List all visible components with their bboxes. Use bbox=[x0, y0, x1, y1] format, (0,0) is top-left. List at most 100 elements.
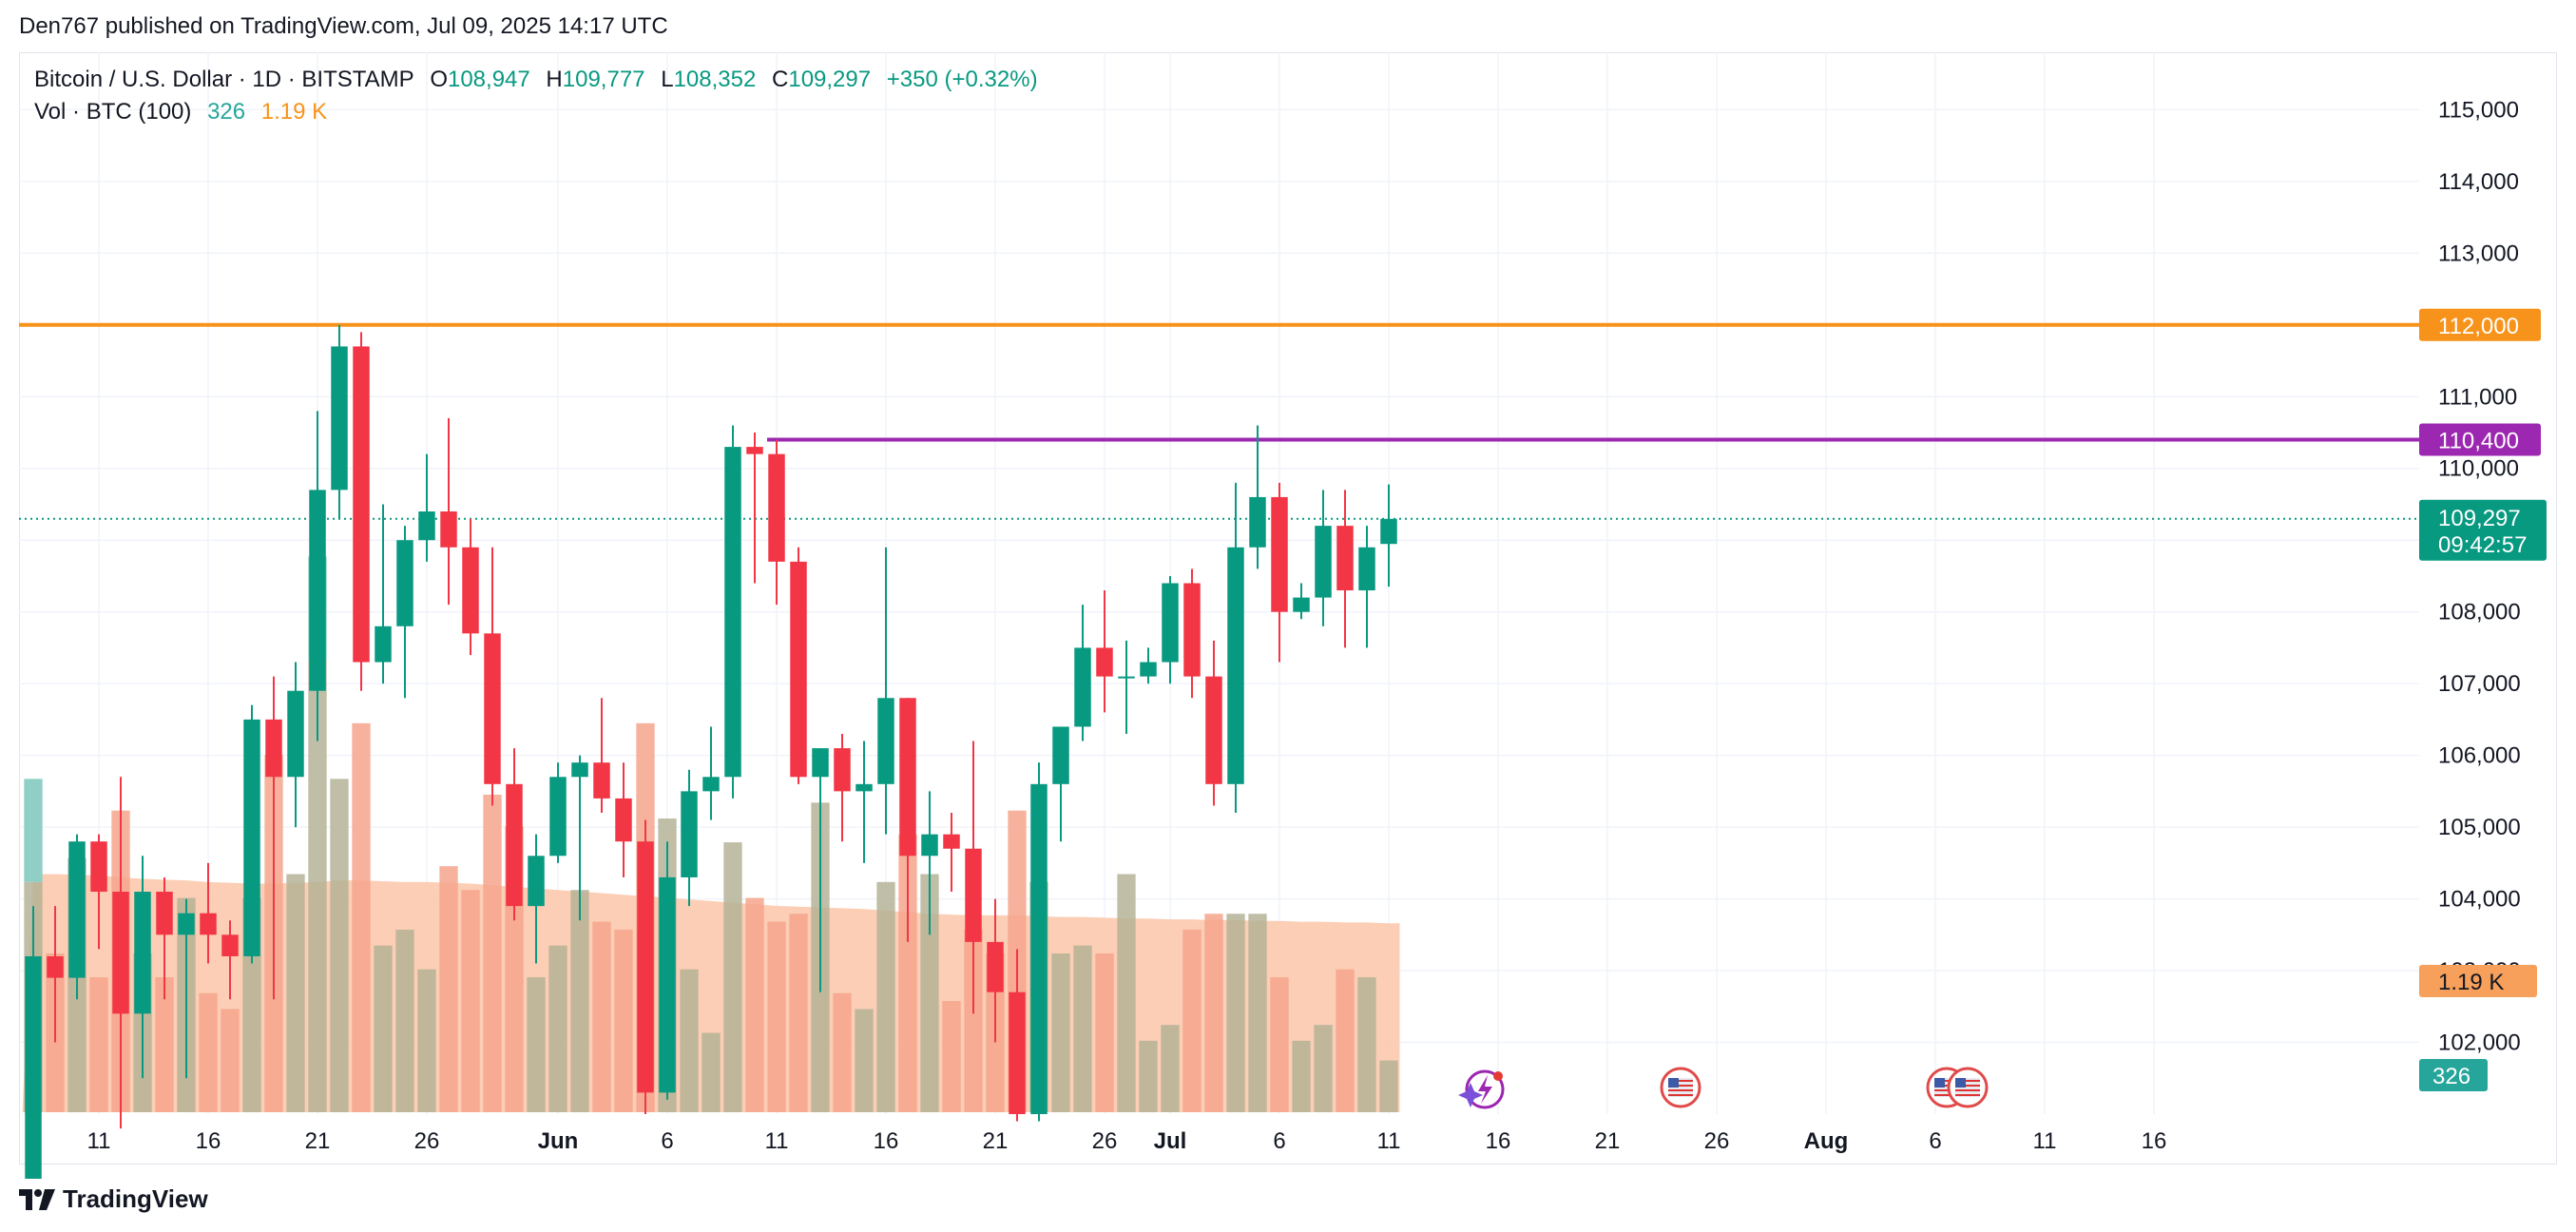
volume-bar bbox=[374, 945, 393, 1112]
symbol-title[interactable]: Bitcoin / U.S. Dollar · 1D · BITSTAMP bbox=[34, 67, 414, 92]
y-tick-label: 106,000 bbox=[2438, 743, 2521, 769]
horizontal-lines bbox=[19, 322, 2419, 520]
volume-title[interactable]: Vol · BTC (100) bbox=[34, 99, 192, 125]
candle-down bbox=[637, 841, 654, 1093]
candle-up bbox=[1118, 676, 1135, 679]
volume-bar bbox=[1095, 953, 1114, 1112]
volume-bar bbox=[548, 945, 567, 1112]
x-tick-label: 16 bbox=[874, 1128, 899, 1154]
candle-down bbox=[506, 783, 523, 907]
x-tick-label: 26 bbox=[1704, 1128, 1730, 1154]
volume-bar bbox=[221, 1009, 240, 1112]
candle-up bbox=[812, 748, 829, 778]
x-tick-label: 11 bbox=[1377, 1128, 1401, 1154]
volume-bar bbox=[1379, 1060, 1398, 1112]
time-axis: 611162126Jun611162126Jul611162126Aug6111… bbox=[87, 1128, 2167, 1154]
x-tick-label: 16 bbox=[2142, 1128, 2167, 1154]
open-label: O bbox=[430, 67, 448, 92]
candle-up bbox=[855, 783, 873, 792]
x-tick-label: 16 bbox=[196, 1128, 221, 1154]
volume-bar-highlight bbox=[24, 779, 43, 882]
volume-bar bbox=[1204, 914, 1223, 1112]
publisher-line: Den767 published on TradingView.com, Jul… bbox=[19, 13, 668, 39]
volume-bar bbox=[855, 1009, 874, 1112]
candle-up bbox=[724, 447, 741, 778]
volume-pane bbox=[22, 556, 1400, 1112]
volume-bar bbox=[592, 921, 611, 1112]
volume-bar bbox=[964, 929, 983, 1112]
volume-bar bbox=[767, 921, 786, 1112]
x-tick-label: 11 bbox=[2033, 1128, 2057, 1154]
candle-up bbox=[68, 841, 86, 978]
sparkle-icon bbox=[1458, 1083, 1483, 1107]
candle-up bbox=[309, 490, 326, 691]
volume-bar bbox=[89, 977, 108, 1112]
candle-down bbox=[90, 841, 107, 893]
candle-up bbox=[396, 540, 413, 626]
candle-down bbox=[112, 892, 129, 1014]
candle-down bbox=[593, 762, 610, 799]
candle-up bbox=[1315, 526, 1332, 598]
volume-bar bbox=[1117, 874, 1136, 1112]
candle-up bbox=[1030, 783, 1048, 1114]
y-tick-label: 102,000 bbox=[2438, 1030, 2521, 1056]
low-value: 108,352 bbox=[673, 67, 757, 92]
x-tick-label: Aug bbox=[1804, 1128, 1849, 1154]
candle-down bbox=[440, 511, 457, 548]
x-tick-label: 21 bbox=[305, 1128, 331, 1154]
last-price-tag bbox=[2419, 499, 2547, 561]
candle-down bbox=[899, 698, 916, 857]
x-tick-label: 26 bbox=[1092, 1128, 1118, 1154]
candle-down bbox=[221, 934, 239, 956]
volume-bar bbox=[1226, 914, 1245, 1112]
volume-bar bbox=[723, 842, 742, 1112]
open-value: 108,947 bbox=[447, 67, 530, 92]
volume-bar bbox=[199, 992, 218, 1112]
us-flag-icon-canton bbox=[1955, 1078, 1966, 1088]
volume-bar bbox=[942, 1001, 961, 1112]
volume-bar bbox=[614, 929, 633, 1112]
volume-bar bbox=[1357, 977, 1376, 1112]
candle-up bbox=[1293, 597, 1310, 612]
volume-bar bbox=[1270, 977, 1289, 1112]
volume-ma-tag-label: 1.19 K bbox=[2438, 970, 2504, 995]
candle-up bbox=[702, 777, 720, 792]
candle-up bbox=[1140, 662, 1157, 677]
x-tick-label: 21 bbox=[1595, 1128, 1621, 1154]
x-tick-label: 11 bbox=[765, 1128, 789, 1154]
candle-up bbox=[331, 346, 348, 491]
chart-frame bbox=[19, 52, 2557, 1165]
candle-up bbox=[549, 777, 567, 857]
resistance-orange-tag bbox=[2419, 308, 2541, 341]
volume-bar bbox=[570, 890, 589, 1112]
price-chart[interactable]: 115,000 114,000 113,000 112,000 111,000 110,0… bbox=[0, 0, 2576, 1179]
resistance-purple-tag bbox=[2419, 423, 2541, 456]
x-tick-label: 11 bbox=[87, 1128, 111, 1154]
candle-up bbox=[418, 511, 435, 541]
low-label: L bbox=[661, 67, 674, 92]
candle-up bbox=[1074, 647, 1091, 727]
notification-dot bbox=[1493, 1071, 1503, 1081]
volume-bar bbox=[1139, 1040, 1158, 1112]
x-tick-label: 21 bbox=[983, 1128, 1009, 1154]
x-tick-label: 6 bbox=[1929, 1128, 1941, 1154]
volume-bar bbox=[1161, 1025, 1180, 1112]
us-flag-icon-canton bbox=[1668, 1078, 1679, 1088]
x-tick-label: 16 bbox=[1486, 1128, 1511, 1154]
volume-bar bbox=[461, 890, 480, 1112]
lightning-bolt bbox=[1478, 1075, 1492, 1104]
volume-legend: Vol · BTC (100) 326 1.19 K bbox=[34, 99, 327, 125]
candle-down bbox=[1096, 647, 1113, 677]
change-value: +350 (+0.32%) bbox=[886, 67, 1038, 92]
volume-bar bbox=[1182, 929, 1201, 1112]
candle-down bbox=[1336, 526, 1354, 591]
volume-bar bbox=[1073, 945, 1092, 1112]
us-flag-icon-canton bbox=[1934, 1078, 1945, 1088]
volume-bar bbox=[789, 914, 808, 1112]
tradingview-logo[interactable]: TradingView bbox=[19, 1184, 208, 1214]
x-tick-label: 26 bbox=[414, 1128, 440, 1154]
tradingview-wordmark: TradingView bbox=[63, 1184, 208, 1213]
candle-up bbox=[1249, 496, 1266, 548]
event-markers bbox=[1458, 1067, 1989, 1109]
volume-last-tag-label: 326 bbox=[2432, 1064, 2470, 1089]
